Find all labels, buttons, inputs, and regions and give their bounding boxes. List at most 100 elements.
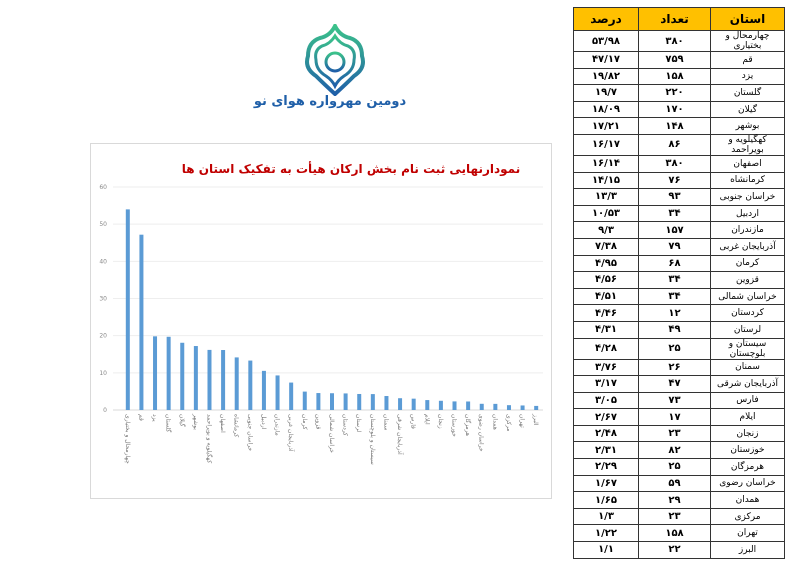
table-row: گیلان ۱۷۰ ۱۸/۰۹ <box>573 100 785 119</box>
cell-province: قزوین <box>710 271 785 289</box>
data-table: استان تعداد درصد چهارمحال و بختیاری ۳۸۰ ۵۳… <box>573 7 785 559</box>
x-tick-label: چهارمحال و بختیاری <box>124 414 131 464</box>
cell-percent: ۱/۲۲ <box>573 524 639 543</box>
table-row: سیستان و بلوچستان ۲۵ ۴/۲۸ <box>573 337 785 360</box>
cell-count: ۲۵ <box>638 337 711 360</box>
cell-province: کردستان <box>710 304 785 322</box>
table-row: تهران ۱۵۸ ۱/۲۲ <box>573 524 785 543</box>
cell-count: ۲۹ <box>638 491 711 509</box>
cell-count: ۲۳ <box>638 507 711 526</box>
header-province: استان <box>710 7 785 31</box>
cell-count: ۷۳ <box>638 391 711 410</box>
table-row: سمنان ۲۶ ۳/۷۶ <box>573 358 785 377</box>
cell-percent: ۲/۳۱ <box>573 441 639 460</box>
cell-percent: ۱۸/۰۹ <box>573 100 639 119</box>
x-tick-label: سیستان و بلوچستان <box>369 414 376 465</box>
x-tick-label: اصفهان <box>219 414 226 433</box>
cell-percent: ۱/۱ <box>573 541 639 559</box>
table-row: بوشهر ۱۴۸ ۱۷/۲۱ <box>573 117 785 135</box>
cell-percent: ۲/۶۷ <box>573 408 639 426</box>
cell-province: لرستان <box>710 320 785 339</box>
cell-count: ۱۲ <box>638 304 711 322</box>
x-tick-label: لرستان <box>355 414 362 432</box>
x-tick-label: مازندران <box>274 414 281 436</box>
cell-count: ۱۷ <box>638 408 711 426</box>
chart: 0 10 20 30 40 50 60 چهارمحال و بختیاری قم یزد گلست… <box>90 143 552 499</box>
table-row: خوزستان ۸۲ ۲/۳۱ <box>573 441 785 460</box>
cell-province: سیستان و بلوچستان <box>710 337 785 360</box>
cell-count: ۷۵۹ <box>638 51 711 69</box>
x-tick-label: سمنان <box>382 414 389 431</box>
table-header-row: استان تعداد درصد <box>573 7 785 31</box>
cell-percent: ۵۳/۹۸ <box>573 30 639 52</box>
cell-province: همدان <box>710 491 785 509</box>
x-tick-label: مرکزی <box>505 414 512 431</box>
table-row: خراسان شمالی ۳۴ ۴/۵۱ <box>573 287 785 306</box>
y-tick-label: 40 <box>99 258 107 265</box>
cell-province: یزد <box>710 67 785 86</box>
cell-count: ۲۳ <box>638 424 711 443</box>
table-row: اردبیل ۳۴ ۱۰/۵۳ <box>573 204 785 223</box>
bar <box>330 393 334 410</box>
cell-percent: ۴/۳۱ <box>573 320 639 339</box>
bar <box>493 403 498 410</box>
table-row: البرز ۲۲ ۱/۱ <box>573 541 785 559</box>
cell-percent: ۱۰/۵۳ <box>573 204 639 223</box>
chart-svg: 0 10 20 30 40 50 60 چهارمحال و بختیاری قم یزد گلست… <box>99 184 543 465</box>
cell-province: گیلان <box>710 100 785 119</box>
cell-percent: ۱۴/۱۵ <box>573 171 639 190</box>
cell-percent: ۲/۴۸ <box>573 424 639 443</box>
y-tick-label: 50 <box>99 221 107 228</box>
cell-province: بوشهر <box>710 117 785 135</box>
x-tick-label: گلستان <box>165 414 173 432</box>
cell-province: آذربایجان شرقی <box>710 375 785 393</box>
bar <box>139 234 144 410</box>
bar <box>425 400 430 410</box>
x-tick-label: آذربایجان غربی <box>287 414 296 452</box>
cell-province: هرمزگان <box>710 458 785 476</box>
bar <box>125 209 130 410</box>
table-row: خراسان جنوبی ۹۳ ۱۳/۳ <box>573 188 785 206</box>
table-row: گلستان ۲۲۰ ۱۹/۷ <box>573 84 785 102</box>
x-tick-label: کهگیلویه و بویراحمد <box>205 414 213 463</box>
cell-count: ۱۵۷ <box>638 221 711 239</box>
cell-province: تهران <box>710 524 785 543</box>
table-row: لرستان ۴۹ ۴/۳۱ <box>573 320 785 339</box>
cell-count: ۴۷ <box>638 375 711 393</box>
table-row: آذربایجان غربی ۷۹ ۷/۳۸ <box>573 237 785 256</box>
x-tick-label: خراسان شمالی <box>328 414 335 453</box>
cell-province: خوزستان <box>710 441 785 460</box>
bar <box>289 382 294 410</box>
cell-percent: ۱۷/۲۱ <box>573 117 639 135</box>
bar <box>193 346 198 410</box>
table-row: قم ۷۵۹ ۴۷/۱۷ <box>573 51 785 69</box>
x-tick-label: تهران <box>519 414 526 428</box>
table-row: فارس ۷۳ ۳/۰۵ <box>573 391 785 410</box>
cell-province: سمنان <box>710 358 785 377</box>
bar <box>275 375 280 410</box>
x-tick-label: کرمانشاه <box>233 414 240 437</box>
cell-province: مازندران <box>710 221 785 239</box>
x-tick-label: قم <box>137 414 144 421</box>
x-tick-label: فارس <box>410 414 417 429</box>
cell-count: ۱۵۸ <box>638 67 711 86</box>
x-tick-label: کردستان <box>342 414 349 436</box>
x-tick-label: خراسان رضوی <box>478 414 485 452</box>
cell-percent: ۴۷/۱۷ <box>573 51 639 69</box>
cell-province: آذربایجان غربی <box>710 237 785 256</box>
x-tick-label: ایلام <box>423 414 430 425</box>
cell-percent: ۴/۴۶ <box>573 304 639 322</box>
cell-count: ۲۶ <box>638 358 711 377</box>
bar <box>534 405 539 410</box>
cell-percent: ۹/۳ <box>573 221 639 239</box>
x-tick-label: همدان <box>491 414 498 430</box>
bar <box>166 336 171 410</box>
cell-count: ۹۳ <box>638 188 711 206</box>
table-row: زنجان ۲۳ ۲/۴۸ <box>573 424 785 443</box>
cell-count: ۸۲ <box>638 441 711 460</box>
cell-count: ۴۹ <box>638 320 711 339</box>
cell-count: ۳۴ <box>638 204 711 223</box>
cell-count: ۵۹ <box>638 474 711 493</box>
table-row: قزوین ۳۴ ۴/۵۶ <box>573 271 785 289</box>
cell-percent: ۱۹/۸۲ <box>573 67 639 86</box>
